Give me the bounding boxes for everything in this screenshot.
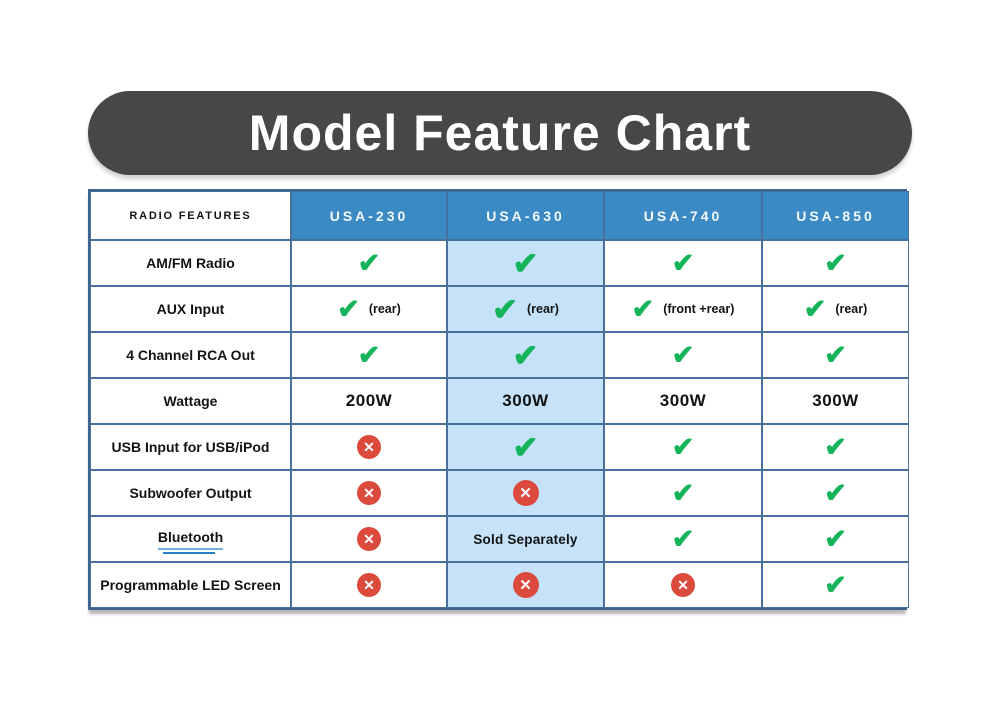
cell-usa-630-aux-input: ✔ (rear) — [447, 286, 604, 332]
column-header-usa-740: USA-740 — [604, 191, 762, 240]
feature-label: USB Input for USB/iPod — [111, 439, 270, 455]
column-header-usa-230: USA-230 — [291, 191, 447, 240]
cell-usa-850-aux-input: ✔ (rear) — [762, 286, 909, 332]
feature-label-cell-subwoofer-output: Subwoofer Output — [90, 470, 291, 516]
check-icon: ✔ — [512, 245, 539, 281]
cell-usa-630-wattage: 300W — [447, 378, 604, 424]
feature-label: Subwoofer Output — [129, 485, 252, 501]
check-icon: ✔ — [824, 247, 847, 278]
cell-text: 300W — [502, 391, 549, 410]
cell-text: Sold Separately — [473, 531, 578, 547]
check-icon: ✔ — [824, 477, 847, 508]
cell-usa-630-programmable-led-screen: ✕ — [447, 562, 604, 608]
cell-usa-850-programmable-led-screen: ✔ — [762, 562, 909, 608]
cell-usa-850-subwoofer-output: ✔ — [762, 470, 909, 516]
cross-icon: ✕ — [512, 572, 539, 598]
feature-label: 4 Channel RCA Out — [126, 347, 255, 363]
cross-icon: ✕ — [671, 573, 695, 597]
check-icon: ✔ — [492, 291, 518, 327]
cell-usa-740-usb-input-for-usb-ipod: ✔ — [604, 424, 762, 470]
check-icon: ✔ — [512, 429, 539, 465]
cross-icon: ✕ — [512, 480, 539, 506]
check-icon: ✔ — [512, 337, 539, 373]
cell-usa-230-aux-input: ✔ (rear) — [291, 286, 447, 332]
bluetooth-underlined-label: Bluetooth — [157, 529, 224, 554]
cell-note: (rear) — [368, 302, 401, 316]
cell-text: 300W — [812, 391, 859, 410]
check-icon: ✔ — [357, 247, 381, 278]
cell-usa-740-subwoofer-output: ✔ — [604, 470, 762, 516]
feature-label-cell-aux-input: AUX Input — [90, 286, 291, 332]
feature-label-cell-usb-input-for-usb-ipod: USB Input for USB/iPod — [90, 424, 291, 470]
cell-note: (rear) — [835, 302, 868, 316]
cell-usa-740-wattage: 300W — [604, 378, 762, 424]
feature-label: AUX Input — [156, 301, 225, 317]
cell-usa-630-subwoofer-output: ✕ — [447, 470, 604, 516]
check-icon: ✔ — [671, 247, 695, 278]
cell-usa-850-usb-input-for-usb-ipod: ✔ — [762, 424, 909, 470]
cell-note: (front +rear) — [663, 302, 735, 316]
cell-usa-630-usb-input-for-usb-ipod: ✔ — [447, 424, 604, 470]
cell-usa-740-bluetooth: ✔ — [604, 516, 762, 562]
cell-usa-740-programmable-led-screen: ✕ — [604, 562, 762, 608]
page-title: Model Feature Chart — [248, 105, 752, 161]
cell-usa-230-programmable-led-screen: ✕ — [291, 562, 447, 608]
cell-usa-630-bluetooth: Sold Separately — [447, 516, 604, 562]
cell-text: 300W — [659, 391, 707, 410]
cell-usa-740-4-channel-rca-out: ✔ — [604, 332, 762, 378]
cross-icon: ✕ — [357, 573, 381, 597]
column-header-usa-850: USA-850 — [762, 191, 909, 240]
cell-usa-850-wattage: 300W — [762, 378, 909, 424]
column-header-features: RADIO FEATURES — [90, 191, 291, 240]
check-icon: ✔ — [824, 339, 847, 370]
check-icon: ✔ — [671, 477, 695, 508]
check-icon: ✔ — [357, 339, 381, 370]
check-icon: ✔ — [803, 293, 827, 324]
check-icon: ✔ — [824, 569, 847, 600]
cell-usa-230-subwoofer-output: ✕ — [291, 470, 447, 516]
feature-label-cell-4-channel-rca-out: 4 Channel RCA Out — [90, 332, 291, 378]
feature-comparison-table: RADIO FEATURES USA-230 USA-630 USA-740 USA-8… — [88, 189, 909, 610]
feature-label-cell-bluetooth: Bluetooth — [90, 516, 291, 562]
cell-usa-630-4-channel-rca-out: ✔ — [447, 332, 604, 378]
cell-note: (rear) — [527, 302, 559, 316]
check-icon: ✔ — [824, 523, 847, 554]
cross-icon: ✕ — [357, 527, 381, 551]
check-icon: ✔ — [671, 523, 695, 554]
cell-usa-740-aux-input: ✔ (front +rear) — [604, 286, 762, 332]
cell-usa-850-am-fm-radio: ✔ — [762, 240, 909, 286]
check-icon: ✔ — [824, 431, 847, 462]
feature-label-cell-am-fm-radio: AM/FM Radio — [90, 240, 291, 286]
check-icon: ✔ — [337, 293, 360, 324]
feature-label-cell-wattage: Wattage — [90, 378, 291, 424]
feature-label-cell-programmable-led-screen: Programmable LED Screen — [90, 562, 291, 608]
cross-icon: ✕ — [357, 435, 381, 459]
feature-label: Wattage — [163, 393, 218, 409]
cell-usa-230-am-fm-radio: ✔ — [291, 240, 447, 286]
cell-usa-850-bluetooth: ✔ — [762, 516, 909, 562]
cell-usa-630-am-fm-radio: ✔ — [447, 240, 604, 286]
cell-usa-850-4-channel-rca-out: ✔ — [762, 332, 909, 378]
cell-text: 200W — [345, 391, 393, 410]
feature-label: AM/FM Radio — [146, 255, 235, 271]
check-icon: ✔ — [671, 339, 695, 370]
cell-usa-740-am-fm-radio: ✔ — [604, 240, 762, 286]
feature-label: Programmable LED Screen — [100, 577, 281, 593]
cell-usa-230-usb-input-for-usb-ipod: ✕ — [291, 424, 447, 470]
check-icon: ✔ — [671, 431, 695, 462]
cross-icon: ✕ — [357, 481, 381, 505]
check-icon: ✔ — [631, 293, 655, 324]
cell-usa-230-4-channel-rca-out: ✔ — [291, 332, 447, 378]
cell-usa-230-bluetooth: ✕ — [291, 516, 447, 562]
title-banner: Model Feature Chart — [88, 91, 912, 175]
cell-usa-230-wattage: 200W — [291, 378, 447, 424]
column-header-usa-630: USA-630 — [447, 191, 604, 240]
